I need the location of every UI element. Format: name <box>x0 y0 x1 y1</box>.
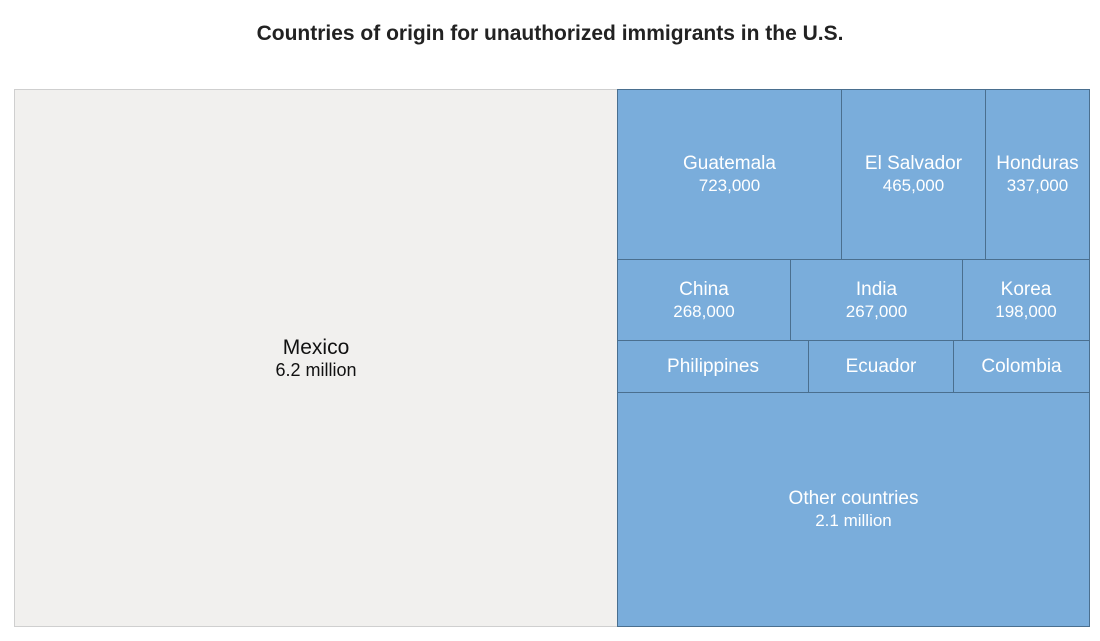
cell-label-el-salvador: El Salvador <box>864 153 963 174</box>
cell-label-india: India <box>855 278 898 300</box>
cell-label-honduras: Honduras <box>996 153 1079 174</box>
cell-value-korea: 198,000 <box>995 301 1057 321</box>
treemap-cell-philippines: Philippines <box>617 340 809 393</box>
cell-label-korea: Korea <box>1000 278 1052 300</box>
cell-label-mexico: Mexico <box>282 335 350 359</box>
treemap-cell-korea: Korea 198,000 <box>962 259 1090 341</box>
cell-value-mexico: 6.2 million <box>275 359 357 380</box>
cell-label-guatemala: Guatemala <box>683 153 776 174</box>
cell-label-philippines: Philippines <box>667 356 759 377</box>
treemap-cell-ecuador: Ecuador <box>808 340 954 393</box>
cell-value-china: 268,000 <box>673 301 735 321</box>
cell-label-colombia: Colombia <box>981 356 1062 377</box>
cell-label-other-countries: Other countries <box>788 488 919 509</box>
cell-value-india: 267,000 <box>845 301 908 321</box>
cell-value-other-countries: 2.1 million <box>815 511 892 530</box>
treemap-cell-el-salvador: El Salvador 465,000 <box>841 89 986 260</box>
treemap-cell-honduras: Honduras 337,000 <box>985 89 1090 260</box>
treemap-cell-colombia: Colombia <box>953 340 1090 393</box>
cell-label-ecuador: Ecuador <box>845 356 917 377</box>
treemap-cell-mexico: Mexico 6.2 million <box>14 89 618 627</box>
treemap-cell-other-countries: Other countries 2.1 million <box>617 392 1090 627</box>
cell-value-guatemala: 723,000 <box>698 176 761 195</box>
cell-label-china: China <box>679 278 729 300</box>
treemap-cell-india: India 267,000 <box>790 259 963 341</box>
chart-title: Countries of origin for unauthorized imm… <box>256 22 844 45</box>
cell-value-el-salvador: 465,000 <box>882 176 945 195</box>
treemap-cell-china: China 268,000 <box>617 259 791 341</box>
treemap-cell-guatemala: Guatemala 723,000 <box>617 89 842 260</box>
cell-value-honduras: 337,000 <box>1006 176 1069 195</box>
